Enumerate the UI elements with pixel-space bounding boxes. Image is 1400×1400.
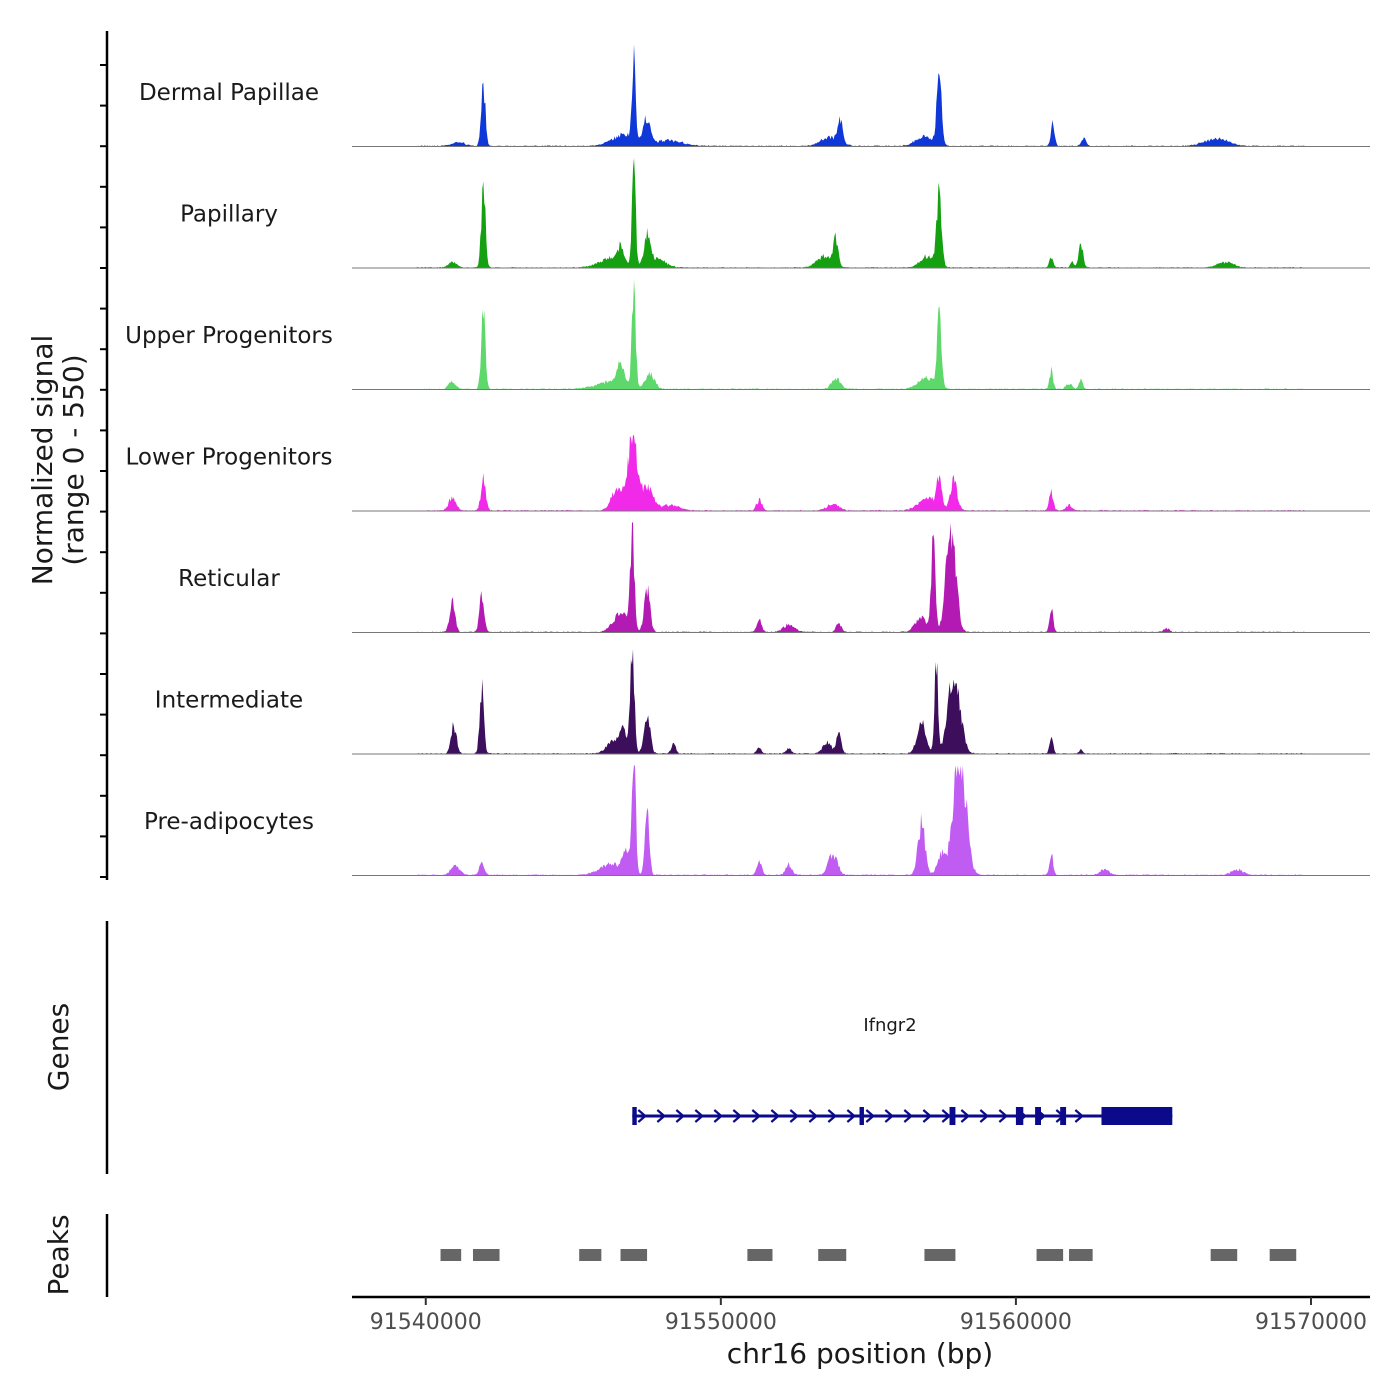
strand-arrow bbox=[751, 1109, 762, 1123]
strand-arrow bbox=[789, 1109, 800, 1123]
track-lower-progenitors: Lower Progenitors bbox=[126, 435, 1370, 512]
strand-arrow bbox=[675, 1109, 686, 1123]
x-tick-label: 91570000 bbox=[1255, 1310, 1367, 1335]
track-label: Dermal Papillae bbox=[139, 80, 319, 106]
track-signal-area bbox=[352, 435, 1370, 511]
strand-arrow bbox=[656, 1109, 667, 1123]
track-reticular: Reticular bbox=[178, 522, 1370, 633]
track-upper-progenitors: Upper Progenitors bbox=[125, 279, 1370, 390]
track-label: Upper Progenitors bbox=[125, 323, 333, 349]
gene-exon bbox=[1101, 1107, 1173, 1125]
track-signal-area bbox=[352, 522, 1370, 633]
track-signal-area bbox=[352, 158, 1370, 268]
gene-name-label: Ifngr2 bbox=[863, 1015, 916, 1036]
peak-region bbox=[1069, 1249, 1093, 1261]
strand-arrow bbox=[770, 1109, 781, 1123]
x-tick-label: 91550000 bbox=[665, 1310, 777, 1335]
strand-arrow bbox=[827, 1109, 838, 1123]
x-axis-label: chr16 position (bp) bbox=[727, 1337, 993, 1370]
track-label: Intermediate bbox=[155, 688, 303, 714]
track-intermediate: Intermediate bbox=[155, 649, 1370, 755]
x-tick-label: 91560000 bbox=[960, 1310, 1072, 1335]
y-axis-label-line2: (range 0 - 550) bbox=[57, 354, 90, 565]
peak-regions bbox=[440, 1249, 1297, 1261]
coverage-y-ticks bbox=[100, 64, 107, 878]
peak-region bbox=[1210, 1249, 1238, 1261]
x-axis-ticks: 91540000 91550000 91560000 91570000 bbox=[370, 1297, 1367, 1335]
coverage-tracks: Dermal Papillae Papillary Upper Progenitor… bbox=[125, 44, 1370, 876]
strand-arrow bbox=[694, 1109, 705, 1123]
y-axis-label-line1: Normalized signal bbox=[26, 335, 59, 586]
peak-region bbox=[472, 1249, 500, 1261]
gene-exon bbox=[632, 1107, 637, 1125]
strand-arrow bbox=[1074, 1109, 1085, 1123]
strand-arrow bbox=[884, 1109, 895, 1123]
track-pre-adipocytes: Pre-adipocytes bbox=[144, 765, 1370, 876]
track-papillary: Papillary bbox=[180, 158, 1370, 269]
peak-region bbox=[1036, 1249, 1064, 1261]
peak-region bbox=[440, 1249, 462, 1261]
strand-arrow bbox=[941, 1109, 952, 1123]
peak-region bbox=[924, 1249, 956, 1261]
track-label: Lower Progenitors bbox=[126, 445, 333, 471]
peak-region bbox=[620, 1249, 648, 1261]
strand-arrow bbox=[713, 1109, 724, 1123]
track-label: Reticular bbox=[178, 566, 280, 592]
track-signal-area bbox=[352, 765, 1370, 876]
gene-model bbox=[632, 1107, 1173, 1125]
track-dermal-papillae: Dermal Papillae bbox=[139, 44, 1370, 147]
gene-exon bbox=[949, 1107, 956, 1125]
gene-exon bbox=[1015, 1107, 1024, 1125]
strand-arrow bbox=[732, 1109, 743, 1123]
strand-arrow bbox=[808, 1109, 819, 1123]
strand-arrow bbox=[903, 1109, 914, 1123]
strand-arrow bbox=[637, 1109, 648, 1123]
track-signal-area bbox=[352, 279, 1370, 390]
genes-panel-label: Genes bbox=[42, 1003, 75, 1091]
gene-exon bbox=[859, 1107, 864, 1125]
gene-exon bbox=[1060, 1107, 1067, 1125]
track-signal-area bbox=[352, 44, 1370, 147]
strand-arrow bbox=[998, 1109, 1009, 1123]
peak-region bbox=[818, 1249, 847, 1261]
track-label: Pre-adipocytes bbox=[144, 809, 314, 835]
peaks-panel-label: Peaks bbox=[42, 1214, 75, 1295]
gene-exon bbox=[1035, 1107, 1041, 1125]
strand-arrow bbox=[846, 1109, 857, 1123]
strand-arrow bbox=[865, 1109, 876, 1123]
strand-arrow bbox=[960, 1109, 971, 1123]
peak-region bbox=[747, 1249, 773, 1261]
track-label: Papillary bbox=[180, 202, 278, 228]
strand-arrow bbox=[922, 1109, 933, 1123]
strand-arrow bbox=[979, 1109, 990, 1123]
track-signal-area bbox=[352, 649, 1370, 754]
peak-region bbox=[1269, 1249, 1297, 1261]
peak-region bbox=[579, 1249, 602, 1261]
x-tick-label: 91540000 bbox=[370, 1310, 482, 1335]
